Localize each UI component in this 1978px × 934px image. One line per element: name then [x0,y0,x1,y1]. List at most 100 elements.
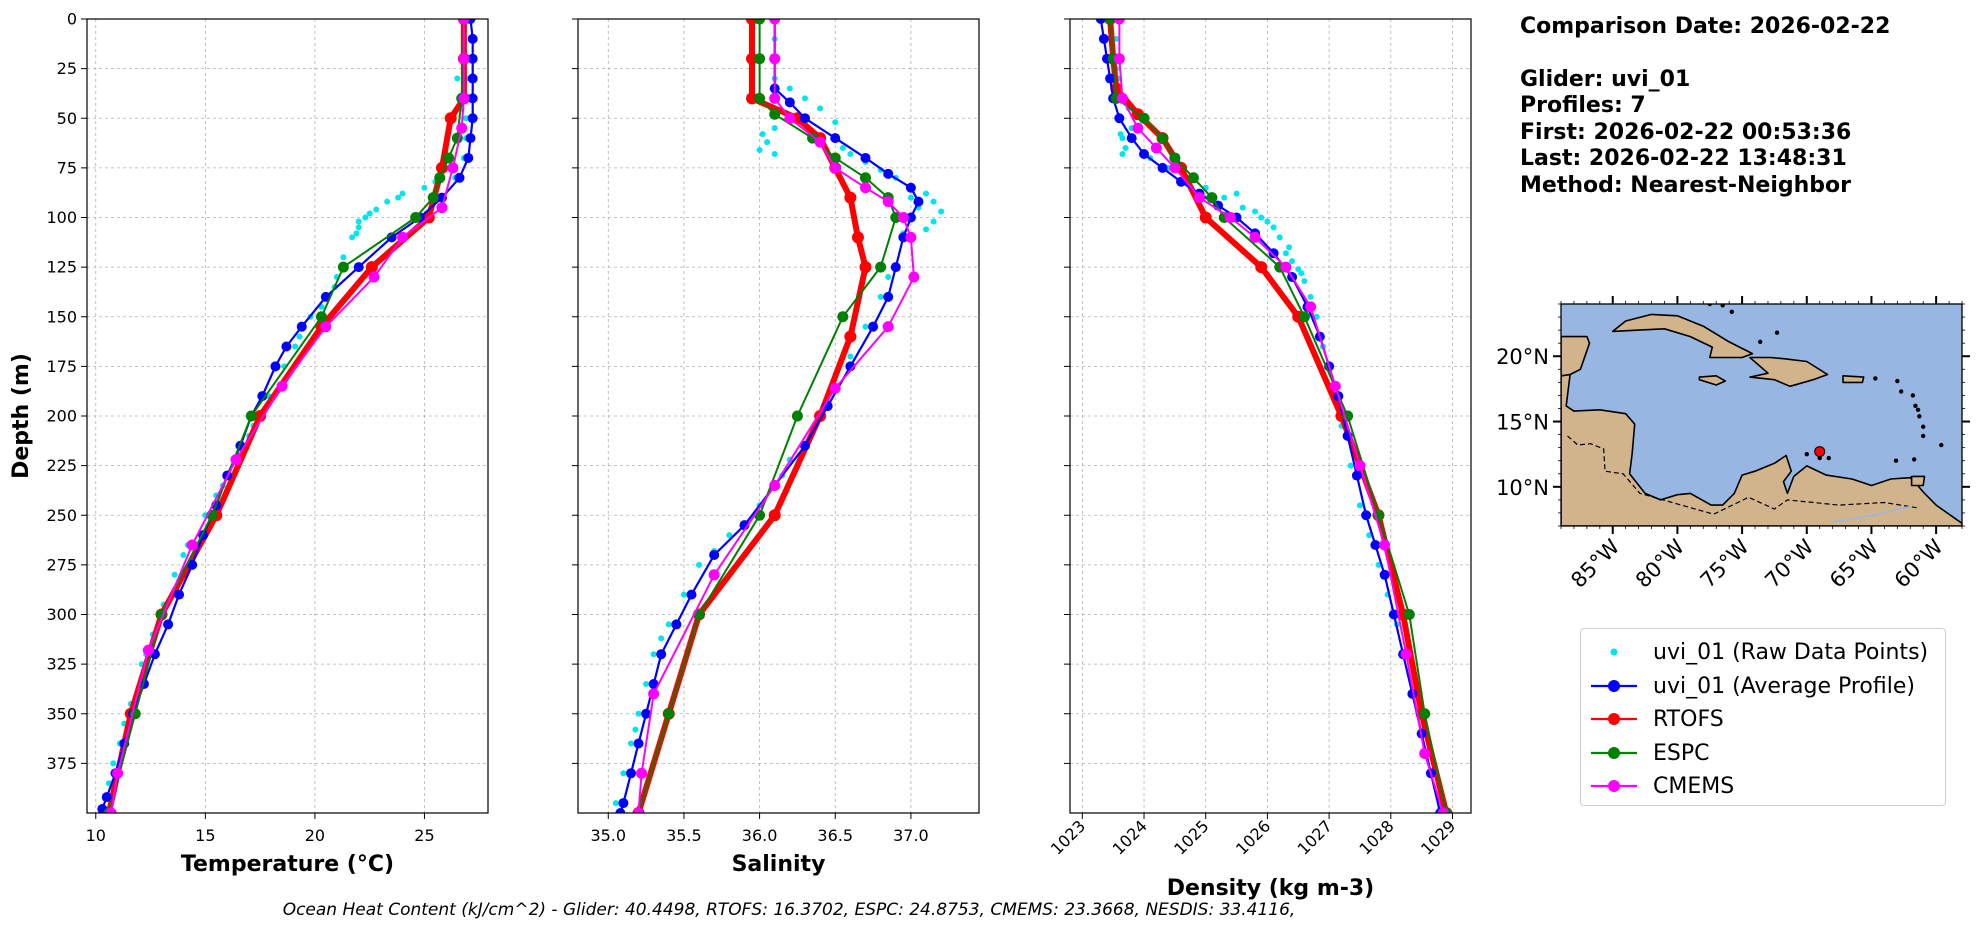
series-marker-cmems [908,271,920,283]
legend-swatch [1591,746,1637,759]
series-marker-cmems [1400,648,1412,660]
raw-data-point [756,147,763,154]
series-marker-average [905,212,916,223]
x-tick-label: 25 [414,826,434,845]
raw-data-point [355,224,362,231]
series-marker-average [709,549,720,560]
raw-data-point [366,210,373,217]
x-tick-label: 35.0 [590,826,626,845]
series-marker-average [270,361,281,372]
raw-data-point [839,145,846,152]
series-marker-average [296,321,307,332]
raw-data-point [1298,270,1305,277]
series-marker-cmems [458,19,470,25]
raw-data-point [862,323,869,330]
x-axis-label: Density (kg m-3) [1167,876,1375,901]
island [1911,457,1917,462]
y-tick-label: 325 [46,655,77,674]
series-marker-average [467,113,478,124]
series-marker-espc [443,152,455,164]
x-tick-label: 1028 [1355,816,1397,858]
series-marker-espc [434,172,446,184]
series-marker-average [101,792,112,803]
series-marker-average [1126,133,1137,144]
legend-entry: RTOFS [1581,703,1945,737]
series-marker-cmems [1354,460,1366,472]
series-marker-rtofs [254,410,267,422]
legend: uvi_01 (Raw Data Points) uvi_01 (Average … [1580,628,1946,806]
raw-data-point [635,710,642,717]
raw-data-point [877,293,884,300]
series-marker-average [353,262,364,273]
legend-swatch [1591,713,1637,725]
raw-data-point [1313,313,1320,320]
series-marker-espc [1419,708,1431,720]
raw-data-point [1356,502,1363,509]
river [1832,505,1911,523]
series-marker-cmems [1113,19,1125,25]
series-marker-espc [1403,609,1415,620]
legend-label: RTOFS [1653,707,1724,732]
series-marker-average [1361,510,1372,521]
series-marker-espc [754,19,766,25]
raw-data-point [1282,250,1289,257]
raw-data-point [1276,234,1283,241]
series-marker-average [467,73,478,84]
island [1826,455,1831,461]
ocean-heat-content: Ocean Heat Content (kJ/cm^2) - Glider: 4… [282,900,1296,920]
island [1817,455,1822,461]
raw-data-point [885,274,892,281]
map-lon-label: 65°W [1825,534,1883,592]
raw-data-point [764,139,771,146]
series-marker-average [648,678,659,689]
series-marker-average [868,321,879,332]
y-tick-label: 100 [46,208,77,227]
legend-label: uvi_01 (Average Profile) [1653,673,1915,699]
series-marker-rtofs [768,509,781,522]
raw-data-point [612,800,619,807]
raw-data-point [1347,462,1354,469]
raw-data-point [817,105,824,112]
series-marker-cmems [1437,807,1449,813]
series-marker-cmems [1169,162,1181,174]
series-marker-cmems [320,321,332,333]
raw-data-point [923,190,930,197]
salinity-panel: 35.0 35.5 36.0 36.5 37.0 Salinity [572,18,980,877]
land-puerto-rico [1842,374,1865,384]
series-marker-cmems [142,644,154,656]
series-marker-cmems [1132,122,1144,134]
series-marker-average [913,196,924,207]
series-marker-rtofs [365,261,378,274]
raw-data-point [627,740,634,747]
raw-data-point [1239,204,1246,211]
island [1774,330,1780,335]
series-marker-average [618,798,629,809]
raw-data-point [907,194,914,201]
raw-data-point [362,214,369,221]
series-marker-average [1114,113,1125,124]
series-marker-rtofs [851,231,864,244]
series-marker-cmems [447,162,459,174]
series-marker-average [641,708,652,719]
series-marker-espc [1104,19,1116,25]
x-tick-label: 1029 [1417,816,1459,858]
legend-label: ESPC [1653,740,1710,766]
map-area [1561,304,1962,526]
series-marker-cmems [829,162,841,174]
x-axis-label: Temperature (°C) [181,852,394,877]
series-marker-average [454,172,465,183]
raw-data-point [923,226,930,233]
series-marker-espc [837,311,849,323]
x-tick-label: 1026 [1232,816,1274,858]
series-marker-cmems [829,382,841,394]
island [1899,389,1904,394]
legend-entry: CMEMS [1581,770,1945,804]
series-marker-cmems [186,539,198,551]
raw-data-point [832,119,839,126]
legend-swatch [1591,679,1637,692]
series-marker-cmems [708,569,720,581]
profile-count: Profiles: 7 [1520,93,1646,118]
series-marker-rtofs [844,191,857,204]
comparison-date: Comparison Date: 2026-02-22 [1520,14,1891,39]
raw-data-point [632,726,639,733]
